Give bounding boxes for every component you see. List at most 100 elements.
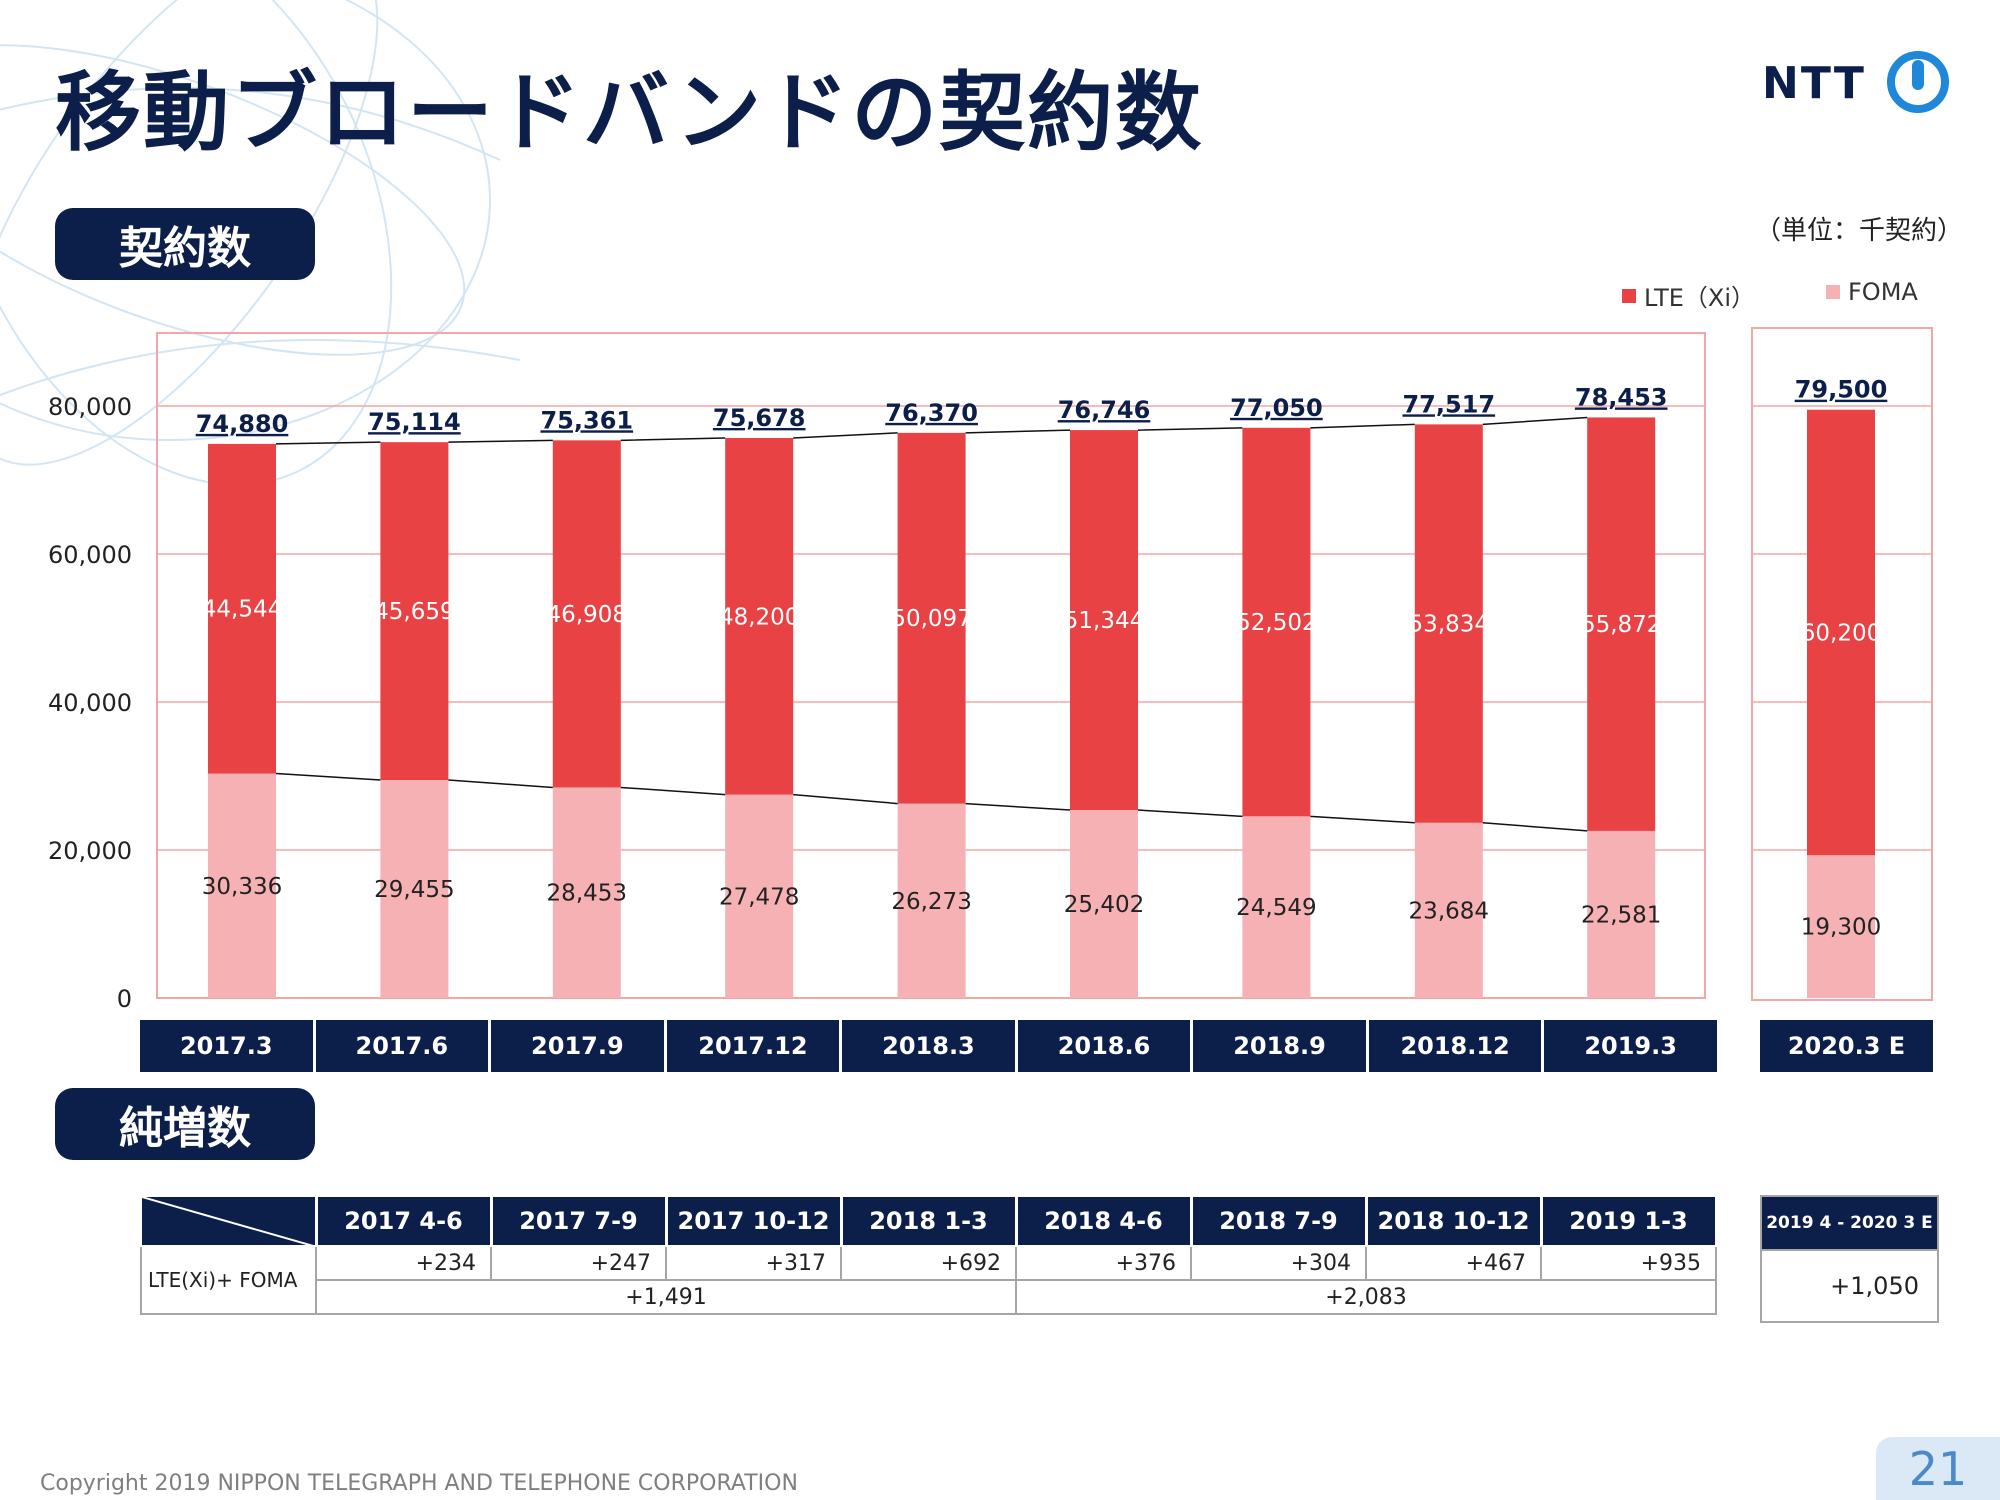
x-tick-label: 2017.12: [666, 1020, 843, 1072]
y-tick-label: 40,000: [48, 689, 132, 717]
legend-lte-swatch: [1622, 288, 1636, 303]
net-header: 2018 7-9: [1190, 1195, 1368, 1247]
bar-lte: [1807, 409, 1875, 856]
data-label-lte: 45,659: [374, 599, 454, 625]
bar-foma: [552, 787, 621, 998]
data-label-total: 77,050: [1230, 394, 1323, 422]
bar-lte: [725, 437, 794, 795]
data-label-lte: 52,502: [1236, 610, 1316, 636]
bar-lte: [552, 440, 621, 788]
x-tick-label: 2017.3: [140, 1020, 316, 1072]
net-subtotal-fy2017: +1,491: [315, 1279, 1017, 1315]
data-label-total: 79,500: [1795, 376, 1888, 404]
data-label-lte: 50,097: [891, 606, 971, 632]
net-value: +376: [1015, 1245, 1192, 1281]
net-header: 2017 4-6: [315, 1195, 493, 1247]
bar-lte: [1587, 417, 1656, 831]
data-label-total: 75,678: [713, 404, 806, 432]
bar-foma: [208, 773, 276, 998]
net-value: +317: [665, 1245, 842, 1281]
bar-foma: [1070, 810, 1138, 998]
corner-cell: [140, 1195, 318, 1247]
legend-lte: LTE（Xi）: [1622, 278, 1755, 313]
bar-foma: [725, 794, 794, 998]
bar-foma: [897, 803, 966, 998]
category-axis-main: 2017.3 2017.6 2017.9 2017.12 2018.3 2018.6 201…: [140, 1020, 1720, 1072]
legend-lte-label: LTE（Xi）: [1644, 284, 1755, 312]
data-label-foma: 24,549: [1236, 895, 1316, 921]
forecast-value: +1,050: [1760, 1249, 1939, 1323]
page-number: 21: [1876, 1437, 2000, 1500]
net-row-label: LTE(Xi)+ FOMA: [140, 1245, 317, 1315]
data-label-lte: 60,200: [1801, 620, 1881, 646]
plot-frame-forecast: [1751, 327, 1933, 1001]
x-tick-label: 2019.3: [1544, 1020, 1720, 1072]
data-label-foma: 25,402: [1064, 892, 1144, 918]
bar-lte: [897, 432, 966, 804]
bar-foma: [1587, 830, 1656, 998]
data-label-total: 76,746: [1058, 396, 1151, 424]
section-label-net-additions: 純増数: [55, 1088, 315, 1160]
net-header: 2019 1-3: [1540, 1195, 1718, 1247]
copyright-text: Copyright 2019 NIPPON TELEGRAPH AND TELE…: [40, 1471, 798, 1496]
net-header: 2018 10-12: [1365, 1195, 1543, 1247]
net-value: +247: [490, 1245, 667, 1281]
x-tick-label: 2020.3 E: [1760, 1020, 1933, 1072]
data-label-foma: 19,300: [1801, 915, 1881, 941]
bar-foma: [1242, 816, 1311, 998]
data-label-lte: 48,200: [719, 604, 799, 630]
net-value: +304: [1190, 1245, 1367, 1281]
data-label-foma: 29,455: [374, 877, 454, 903]
data-label-foma: 26,273: [891, 889, 971, 915]
bar-lte: [1070, 430, 1138, 811]
forecast-net-table: 2019 4 - 2020 3 E +1,050: [1760, 1195, 1939, 1323]
net-value: +467: [1365, 1245, 1542, 1281]
data-label-foma: 28,453: [547, 881, 627, 907]
forecast-header: 2019 4 - 2020 3 E: [1760, 1195, 1939, 1251]
legend-foma: FOMA: [1826, 278, 1918, 306]
data-label-foma: 22,581: [1581, 902, 1661, 928]
legend-foma-label: FOMA: [1848, 278, 1918, 306]
net-value: +234: [315, 1245, 492, 1281]
y-tick-label: 0: [117, 985, 132, 1013]
net-header: 2017 10-12: [665, 1195, 843, 1247]
x-tick-label: 2017.6: [315, 1020, 492, 1072]
x-tick-label: 2018.3: [842, 1020, 1018, 1072]
net-header: 2018 1-3: [840, 1195, 1018, 1247]
section-label-subscriptions: 契約数: [55, 208, 315, 280]
net-header: 2018 4-6: [1015, 1195, 1193, 1247]
legend-foma-swatch: [1826, 285, 1840, 299]
x-tick-label: 2017.9: [491, 1020, 667, 1072]
unit-note: （単位：千契約）: [1755, 216, 1964, 246]
data-label-lte: 55,872: [1581, 612, 1661, 638]
net-additions-table: 2017 4-6 2017 7-9 2017 10-12 2018 1-3 20…: [140, 1195, 1718, 1315]
data-label-lte: 53,834: [1409, 612, 1489, 638]
x-tick-label: 2018.12: [1368, 1020, 1545, 1072]
data-label-total: 76,370: [885, 399, 978, 427]
bar-foma: [1807, 855, 1875, 998]
data-label-foma: 23,684: [1409, 898, 1489, 924]
net-header: 2017 7-9: [490, 1195, 668, 1247]
y-tick-label: 20,000: [48, 837, 132, 865]
data-label-lte: 44,544: [202, 597, 282, 623]
net-subtotal-fy2018: +2,083: [1015, 1279, 1717, 1315]
corner-diagonal: [142, 1197, 317, 1247]
bar-lte: [1242, 427, 1311, 817]
connector-line-foma: [275, 772, 1588, 832]
bar-lte: [1414, 424, 1483, 823]
data-label-total: 77,517: [1402, 390, 1495, 418]
data-label-foma: 27,478: [719, 884, 799, 910]
bar-foma: [1414, 822, 1483, 998]
data-label-lte: 51,344: [1064, 608, 1144, 634]
net-value: +935: [1540, 1245, 1717, 1281]
x-tick-label: 2018.6: [1017, 1020, 1194, 1072]
data-label-total: 78,453: [1575, 383, 1668, 411]
logo-text: NTT: [1762, 58, 1866, 109]
page-title: 移動ブロードバンドの契約数: [55, 63, 1204, 163]
category-axis-forecast: 2020.3 E: [1760, 1020, 1933, 1072]
bar-foma: [380, 780, 449, 998]
ntt-logo: NTT: [1762, 50, 1952, 120]
data-label-lte: 46,908: [547, 602, 627, 628]
ntt-logo-icon: [1887, 51, 1949, 113]
data-label-foma: 30,336: [202, 874, 282, 900]
